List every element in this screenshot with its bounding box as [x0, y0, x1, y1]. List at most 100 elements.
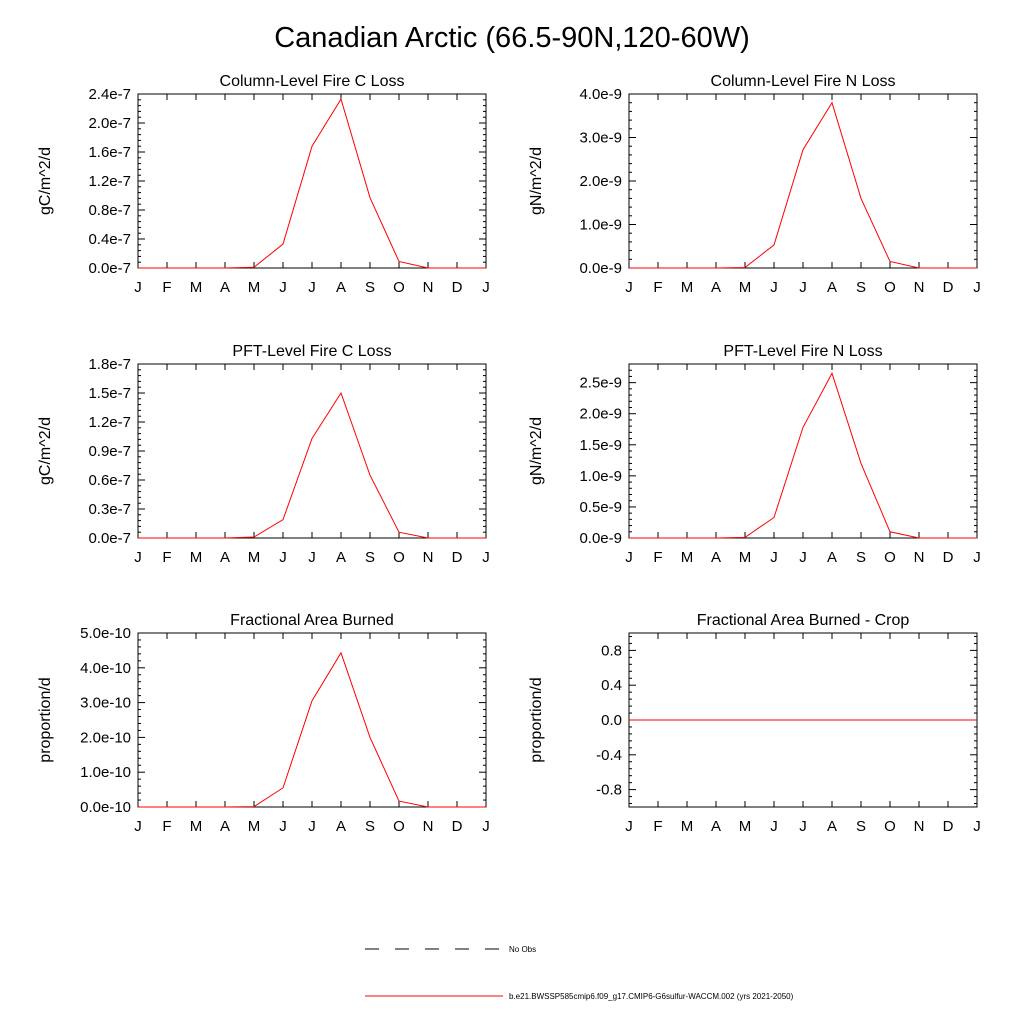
series-line: [629, 372, 977, 539]
x-tick-label: O: [393, 279, 405, 296]
x-tick-label: J: [799, 549, 807, 566]
x-tick-label: O: [393, 818, 405, 835]
y-tick-label: 0.0: [601, 712, 622, 729]
y-axis-label: proportion/d: [37, 677, 54, 762]
y-tick-label: 0.8e-7: [88, 202, 131, 219]
x-tick-label: O: [884, 818, 896, 835]
x-tick-label: M: [681, 818, 694, 835]
x-tick-label: J: [482, 549, 490, 566]
x-tick-label: F: [653, 818, 662, 835]
x-tick-label: N: [914, 818, 925, 835]
x-tick-label: F: [653, 549, 662, 566]
y-tick-label: 0.3e-7: [88, 501, 131, 518]
legend-label-2: b.e21.BWSSP585cmip6.f09_g17.CMIP6-G6sulf…: [509, 992, 794, 1001]
x-tick-label: N: [423, 818, 434, 835]
y-tick-label: 3.0e-10: [80, 695, 131, 712]
y-tick-label: 0.4e-7: [88, 231, 131, 248]
x-tick-label: O: [884, 549, 896, 566]
x-tick-label: A: [711, 818, 721, 835]
y-tick-label: 1.2e-7: [88, 173, 131, 190]
x-tick-label: D: [452, 549, 463, 566]
x-tick-label: M: [739, 818, 752, 835]
x-tick-label: N: [423, 549, 434, 566]
chart-title: Fractional Area Burned - Crop: [697, 612, 910, 629]
y-tick-label: 0.0e-9: [579, 260, 622, 277]
x-tick-label: A: [827, 549, 837, 566]
plot-frame: [137, 93, 487, 269]
x-tick-label: J: [973, 279, 981, 296]
chart-title: Column-Level Fire C Loss: [220, 73, 405, 90]
y-tick-label: 4.0e-10: [80, 660, 131, 677]
series-line: [138, 391, 486, 539]
x-tick-label: M: [681, 279, 694, 296]
y-tick-label: 2.0e-9: [579, 406, 622, 423]
y-tick-label: 0.4: [601, 677, 622, 694]
x-tick-label: M: [190, 549, 203, 566]
x-tick-label: J: [134, 279, 142, 296]
x-tick-label: A: [827, 279, 837, 296]
legend-label-1: No Obs: [509, 945, 536, 954]
y-tick-label: 1.6e-7: [88, 144, 131, 161]
y-tick-label: 2.5e-9: [579, 375, 622, 392]
y-tick-label: 1.5e-9: [579, 437, 622, 454]
x-tick-label: D: [452, 279, 463, 296]
x-tick-label: A: [711, 549, 721, 566]
y-tick-label: 2.4e-7: [88, 86, 131, 103]
x-tick-label: J: [482, 279, 490, 296]
figure-title: Canadian Arctic (66.5-90N,120-60W): [274, 22, 750, 54]
y-tick-label: 1.0e-9: [579, 217, 622, 234]
y-tick-label: -0.4: [596, 747, 622, 764]
x-tick-label: J: [308, 818, 316, 835]
x-tick-label: J: [973, 549, 981, 566]
x-tick-label: N: [914, 549, 925, 566]
chart-title: PFT-Level Fire N Loss: [723, 343, 882, 360]
x-tick-label: J: [308, 549, 316, 566]
x-tick-label: J: [799, 279, 807, 296]
x-tick-label: A: [220, 818, 230, 835]
x-tick-label: J: [279, 818, 287, 835]
y-tick-label: 0.8: [601, 642, 622, 659]
chart-title: PFT-Level Fire C Loss: [232, 343, 391, 360]
x-tick-label: F: [653, 279, 662, 296]
x-tick-label: A: [827, 818, 837, 835]
x-tick-label: A: [336, 549, 346, 566]
y-tick-label: 1.5e-7: [88, 385, 131, 402]
y-tick-label: 0.9e-7: [88, 443, 131, 460]
y-tick-label: 2.0e-7: [88, 115, 131, 132]
x-tick-label: J: [482, 818, 490, 835]
chart-title: Fractional Area Burned: [230, 612, 394, 629]
x-tick-label: J: [279, 549, 287, 566]
x-tick-label: S: [365, 549, 375, 566]
x-tick-label: F: [162, 818, 171, 835]
x-tick-label: A: [220, 549, 230, 566]
series-line: [138, 97, 486, 269]
y-tick-label: -0.8: [596, 782, 622, 799]
y-tick-label: 0.0e-9: [579, 530, 622, 547]
x-tick-label: S: [856, 818, 866, 835]
y-tick-label: 0.5e-9: [579, 499, 622, 516]
x-tick-label: N: [423, 279, 434, 296]
chart-panel-6: Fractional Area Burned - Crop proportion/…: [528, 612, 981, 835]
y-tick-label: 0.0e-7: [88, 530, 131, 547]
plot-frame: [628, 93, 978, 269]
y-tick-label: 1.8e-7: [88, 356, 131, 373]
x-tick-label: M: [248, 549, 261, 566]
x-tick-label: A: [336, 818, 346, 835]
y-tick-label: 0.0e-10: [80, 799, 131, 816]
x-tick-label: O: [393, 549, 405, 566]
x-tick-label: M: [739, 279, 752, 296]
x-tick-label: J: [770, 549, 778, 566]
y-tick-label: 0.6e-7: [88, 472, 131, 489]
x-tick-label: M: [190, 818, 203, 835]
y-tick-label: 3.0e-9: [579, 130, 622, 147]
x-tick-label: M: [248, 279, 261, 296]
series-line: [629, 101, 977, 269]
x-tick-label: M: [190, 279, 203, 296]
y-axis-label: gN/m^2/d: [528, 147, 545, 215]
y-axis-label: gC/m^2/d: [37, 147, 54, 215]
x-tick-label: O: [884, 279, 896, 296]
